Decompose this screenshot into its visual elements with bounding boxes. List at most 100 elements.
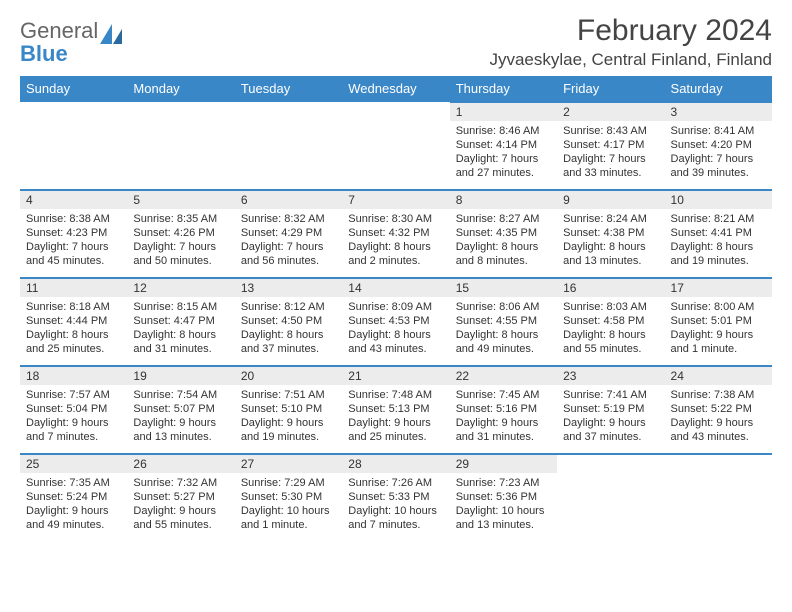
sunrise-text: Sunrise: 8:12 AM	[241, 300, 336, 314]
day-details: Sunrise: 8:21 AMSunset: 4:41 PMDaylight:…	[665, 209, 772, 274]
calendar-cell: 7Sunrise: 8:30 AMSunset: 4:32 PMDaylight…	[342, 190, 449, 278]
daylight-text: Daylight: 9 hours and 49 minutes.	[26, 504, 121, 532]
daylight-text: Daylight: 8 hours and 55 minutes.	[563, 328, 658, 356]
daylight-text: Daylight: 8 hours and 31 minutes.	[133, 328, 228, 356]
calendar-cell	[20, 102, 127, 190]
day-details: Sunrise: 8:15 AMSunset: 4:47 PMDaylight:…	[127, 297, 234, 362]
daylight-text: Daylight: 8 hours and 43 minutes.	[348, 328, 443, 356]
day-number: 25	[20, 454, 127, 473]
calendar-cell	[127, 102, 234, 190]
calendar-week-row: 4Sunrise: 8:38 AMSunset: 4:23 PMDaylight…	[20, 190, 772, 278]
calendar-cell: 13Sunrise: 8:12 AMSunset: 4:50 PMDayligh…	[235, 278, 342, 366]
sunrise-text: Sunrise: 8:30 AM	[348, 212, 443, 226]
calendar-cell: 2Sunrise: 8:43 AMSunset: 4:17 PMDaylight…	[557, 102, 664, 190]
sunrise-text: Sunrise: 8:06 AM	[456, 300, 551, 314]
empty-day	[342, 102, 449, 120]
weekday-header: Sunday	[20, 76, 127, 102]
calendar-cell: 29Sunrise: 7:23 AMSunset: 5:36 PMDayligh…	[450, 454, 557, 542]
sunrise-text: Sunrise: 8:18 AM	[26, 300, 121, 314]
day-number: 8	[450, 190, 557, 209]
day-number: 28	[342, 454, 449, 473]
sunset-text: Sunset: 4:47 PM	[133, 314, 228, 328]
daylight-text: Daylight: 9 hours and 25 minutes.	[348, 416, 443, 444]
day-number: 7	[342, 190, 449, 209]
empty-day	[665, 454, 772, 473]
sunrise-text: Sunrise: 8:15 AM	[133, 300, 228, 314]
logo: General Blue	[20, 14, 124, 66]
sunset-text: Sunset: 5:24 PM	[26, 490, 121, 504]
sunset-text: Sunset: 4:17 PM	[563, 138, 658, 152]
day-details: Sunrise: 8:24 AMSunset: 4:38 PMDaylight:…	[557, 209, 664, 274]
daylight-text: Daylight: 8 hours and 37 minutes.	[241, 328, 336, 356]
calendar-cell: 21Sunrise: 7:48 AMSunset: 5:13 PMDayligh…	[342, 366, 449, 454]
day-number: 2	[557, 102, 664, 121]
sunset-text: Sunset: 5:07 PM	[133, 402, 228, 416]
calendar-cell: 3Sunrise: 8:41 AMSunset: 4:20 PMDaylight…	[665, 102, 772, 190]
logo-sail-icon	[98, 22, 124, 51]
sunset-text: Sunset: 4:53 PM	[348, 314, 443, 328]
day-details: Sunrise: 7:51 AMSunset: 5:10 PMDaylight:…	[235, 385, 342, 450]
weekday-header: Thursday	[450, 76, 557, 102]
day-details: Sunrise: 7:38 AMSunset: 5:22 PMDaylight:…	[665, 385, 772, 450]
daylight-text: Daylight: 8 hours and 8 minutes.	[456, 240, 551, 268]
day-details: Sunrise: 8:41 AMSunset: 4:20 PMDaylight:…	[665, 121, 772, 186]
weekday-header: Tuesday	[235, 76, 342, 102]
day-details: Sunrise: 7:45 AMSunset: 5:16 PMDaylight:…	[450, 385, 557, 450]
sunset-text: Sunset: 5:19 PM	[563, 402, 658, 416]
calendar-cell: 22Sunrise: 7:45 AMSunset: 5:16 PMDayligh…	[450, 366, 557, 454]
sunset-text: Sunset: 5:30 PM	[241, 490, 336, 504]
empty-day	[20, 102, 127, 120]
sunset-text: Sunset: 5:01 PM	[671, 314, 766, 328]
day-number: 12	[127, 278, 234, 297]
calendar-week-row: 18Sunrise: 7:57 AMSunset: 5:04 PMDayligh…	[20, 366, 772, 454]
sunset-text: Sunset: 5:04 PM	[26, 402, 121, 416]
sunset-text: Sunset: 4:50 PM	[241, 314, 336, 328]
daylight-text: Daylight: 8 hours and 25 minutes.	[26, 328, 121, 356]
sunrise-text: Sunrise: 8:09 AM	[348, 300, 443, 314]
daylight-text: Daylight: 7 hours and 39 minutes.	[671, 152, 766, 180]
sunset-text: Sunset: 5:22 PM	[671, 402, 766, 416]
day-details: Sunrise: 8:46 AMSunset: 4:14 PMDaylight:…	[450, 121, 557, 186]
day-number: 23	[557, 366, 664, 385]
day-number: 21	[342, 366, 449, 385]
sunset-text: Sunset: 4:44 PM	[26, 314, 121, 328]
day-details: Sunrise: 7:29 AMSunset: 5:30 PMDaylight:…	[235, 473, 342, 538]
calendar-cell	[235, 102, 342, 190]
day-details: Sunrise: 7:48 AMSunset: 5:13 PMDaylight:…	[342, 385, 449, 450]
day-details: Sunrise: 8:12 AMSunset: 4:50 PMDaylight:…	[235, 297, 342, 362]
day-number: 11	[20, 278, 127, 297]
day-number: 3	[665, 102, 772, 121]
day-details: Sunrise: 8:35 AMSunset: 4:26 PMDaylight:…	[127, 209, 234, 274]
weekday-header: Monday	[127, 76, 234, 102]
sunrise-text: Sunrise: 8:03 AM	[563, 300, 658, 314]
calendar-cell: 26Sunrise: 7:32 AMSunset: 5:27 PMDayligh…	[127, 454, 234, 542]
day-details: Sunrise: 8:09 AMSunset: 4:53 PMDaylight:…	[342, 297, 449, 362]
day-details: Sunrise: 7:54 AMSunset: 5:07 PMDaylight:…	[127, 385, 234, 450]
daylight-text: Daylight: 7 hours and 45 minutes.	[26, 240, 121, 268]
sunrise-text: Sunrise: 7:41 AM	[563, 388, 658, 402]
sunrise-text: Sunrise: 7:32 AM	[133, 476, 228, 490]
calendar-cell: 19Sunrise: 7:54 AMSunset: 5:07 PMDayligh…	[127, 366, 234, 454]
calendar-cell: 4Sunrise: 8:38 AMSunset: 4:23 PMDaylight…	[20, 190, 127, 278]
sunrise-text: Sunrise: 8:41 AM	[671, 124, 766, 138]
sunset-text: Sunset: 4:26 PM	[133, 226, 228, 240]
daylight-text: Daylight: 9 hours and 31 minutes.	[456, 416, 551, 444]
empty-day	[127, 102, 234, 120]
sunrise-text: Sunrise: 8:21 AM	[671, 212, 766, 226]
sunset-text: Sunset: 5:36 PM	[456, 490, 551, 504]
sunrise-text: Sunrise: 8:24 AM	[563, 212, 658, 226]
sunset-text: Sunset: 5:33 PM	[348, 490, 443, 504]
calendar-week-row: 11Sunrise: 8:18 AMSunset: 4:44 PMDayligh…	[20, 278, 772, 366]
sunrise-text: Sunrise: 8:46 AM	[456, 124, 551, 138]
sunset-text: Sunset: 5:16 PM	[456, 402, 551, 416]
sunrise-text: Sunrise: 8:35 AM	[133, 212, 228, 226]
calendar-cell: 6Sunrise: 8:32 AMSunset: 4:29 PMDaylight…	[235, 190, 342, 278]
sunrise-text: Sunrise: 7:57 AM	[26, 388, 121, 402]
weekday-header: Wednesday	[342, 76, 449, 102]
sunset-text: Sunset: 4:32 PM	[348, 226, 443, 240]
daylight-text: Daylight: 8 hours and 49 minutes.	[456, 328, 551, 356]
sunset-text: Sunset: 4:58 PM	[563, 314, 658, 328]
weekday-header: Saturday	[665, 76, 772, 102]
day-number: 16	[557, 278, 664, 297]
sunset-text: Sunset: 4:14 PM	[456, 138, 551, 152]
